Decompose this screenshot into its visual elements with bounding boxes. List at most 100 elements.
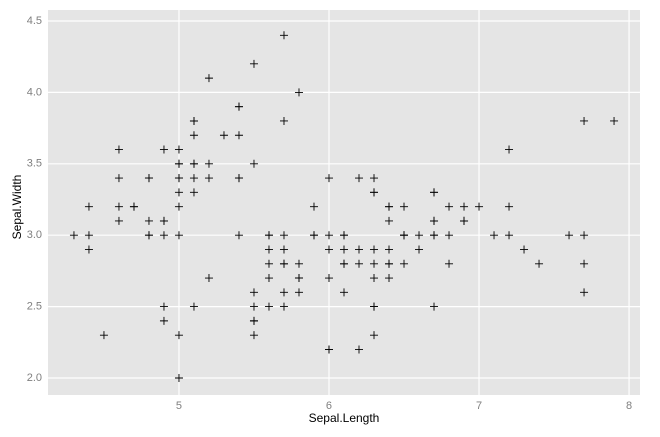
- point: [204, 274, 213, 283]
- point: [370, 274, 379, 283]
- point: [264, 259, 273, 268]
- point: [189, 188, 198, 197]
- point: [324, 345, 333, 354]
- point: [189, 302, 198, 311]
- point: [174, 331, 183, 340]
- point: [84, 245, 93, 254]
- point: [174, 145, 183, 154]
- point: [174, 188, 183, 197]
- point: [385, 274, 394, 283]
- point: [430, 216, 439, 225]
- point: [219, 131, 228, 140]
- point: [174, 174, 183, 183]
- point: [580, 288, 589, 297]
- point: [264, 231, 273, 240]
- point: [370, 188, 379, 197]
- y-tick-label: 2.0: [27, 372, 42, 384]
- point: [279, 288, 288, 297]
- point: [475, 202, 484, 211]
- point: [430, 302, 439, 311]
- point: [279, 302, 288, 311]
- y-tick-label: 4.5: [27, 15, 42, 27]
- point: [400, 231, 409, 240]
- plot-panel: [48, 10, 640, 395]
- y-tick-label: 4.0: [27, 86, 42, 98]
- point: [445, 259, 454, 268]
- point: [370, 331, 379, 340]
- point: [249, 316, 258, 325]
- point: [430, 188, 439, 197]
- point: [324, 174, 333, 183]
- point: [189, 159, 198, 168]
- y-tick-label: 2.5: [27, 301, 42, 313]
- point: [565, 231, 574, 240]
- y-tick-label: 3.5: [27, 158, 42, 170]
- point: [340, 245, 348, 254]
- point: [490, 231, 499, 240]
- point: [174, 231, 183, 240]
- point: [114, 216, 123, 225]
- point: [385, 202, 394, 211]
- point: [204, 74, 213, 83]
- point: [294, 274, 303, 283]
- point: [189, 131, 198, 140]
- x-tick-label: 6: [326, 400, 332, 412]
- point: [355, 245, 364, 254]
- point: [159, 145, 168, 154]
- point: [249, 159, 258, 168]
- point: [144, 216, 153, 225]
- y-axis-title: Sepal.Width: [10, 175, 24, 240]
- point: [355, 259, 364, 268]
- point: [385, 259, 394, 268]
- point: [174, 374, 183, 383]
- point: [430, 231, 439, 240]
- point: [505, 202, 514, 211]
- point: [159, 216, 168, 225]
- point: [234, 174, 243, 183]
- point: [580, 259, 589, 268]
- point: [189, 174, 198, 183]
- point: [385, 245, 394, 254]
- point: [144, 231, 153, 240]
- point: [204, 174, 213, 183]
- point: [535, 259, 544, 268]
- point: [204, 159, 213, 168]
- point: [294, 88, 303, 97]
- point: [84, 202, 93, 211]
- point: [114, 174, 123, 183]
- x-axis-title: Sepal.Length: [309, 411, 380, 425]
- point: [415, 231, 424, 240]
- point: [580, 231, 589, 240]
- point: [324, 245, 333, 254]
- point: [309, 231, 318, 240]
- point: [370, 174, 379, 183]
- point: [294, 288, 303, 297]
- point: [294, 259, 303, 268]
- point: [234, 131, 243, 140]
- point: [445, 202, 454, 211]
- point: [159, 231, 168, 240]
- point: [69, 231, 78, 240]
- point: [84, 231, 93, 240]
- y-tick-label: 3.0: [27, 229, 42, 241]
- point: [174, 159, 183, 168]
- point: [279, 259, 288, 268]
- point: [279, 245, 288, 254]
- point: [324, 231, 333, 240]
- point: [249, 288, 258, 297]
- point: [309, 202, 318, 211]
- point: [460, 202, 469, 211]
- point: [249, 59, 258, 68]
- x-tick-label: 5: [176, 400, 182, 412]
- point: [249, 302, 258, 311]
- point: [234, 102, 243, 111]
- point: [580, 116, 589, 125]
- point: [340, 259, 348, 268]
- point: [279, 31, 288, 40]
- point: [460, 216, 469, 225]
- point: [189, 116, 198, 125]
- point: [415, 245, 424, 254]
- point: [114, 145, 123, 154]
- point: [279, 231, 288, 240]
